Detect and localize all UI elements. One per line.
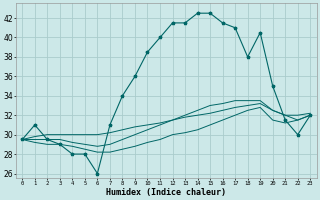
X-axis label: Humidex (Indice chaleur): Humidex (Indice chaleur) [106,188,226,197]
